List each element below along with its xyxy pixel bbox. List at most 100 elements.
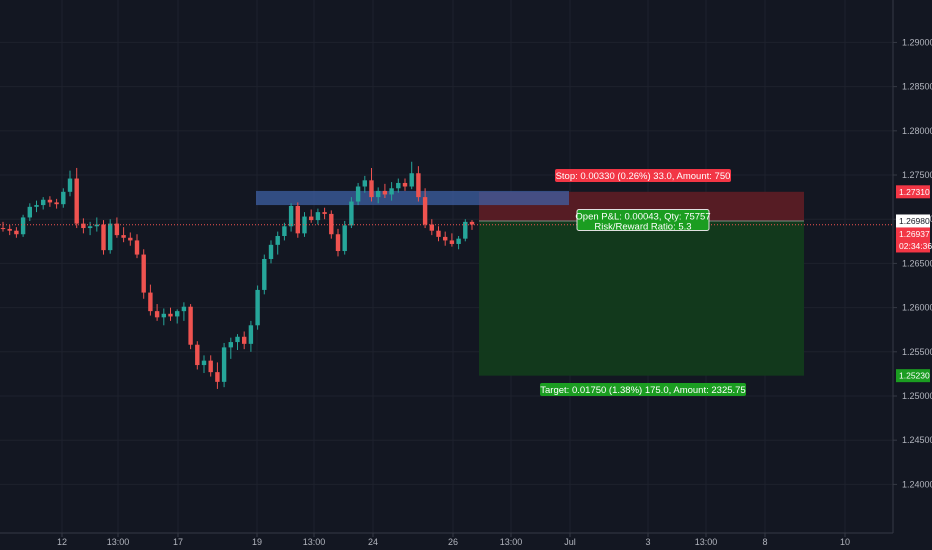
candle-up	[221, 347, 227, 382]
candle-down	[141, 254, 146, 293]
candles	[0, 161, 475, 389]
time-tick-label: 8	[762, 537, 767, 547]
candle-up	[302, 216, 307, 234]
time-tick-label: 19	[252, 537, 262, 547]
countdown-tag-text: 02:34:36	[899, 241, 932, 251]
candle-down	[154, 311, 160, 318]
time-tick-label: 13:00	[107, 537, 130, 547]
candle-up	[275, 236, 280, 245]
pnl-label-text: Open P&L: 0.00043, Qty: 75757	[575, 212, 710, 223]
candle-down	[402, 182, 408, 187]
time-tick-label: 13:00	[303, 537, 326, 547]
candle-down	[369, 180, 374, 198]
candle-down	[101, 224, 106, 251]
pnl-label: Open P&L: 0.00043, Qty: 75757Risk/Reward…	[575, 209, 711, 233]
candle-down	[188, 306, 193, 345]
target-price-tag: 1.25230	[896, 369, 930, 383]
price-tick-label: 1.25000	[902, 391, 932, 401]
candle-down	[429, 224, 434, 231]
candle-down	[295, 205, 300, 234]
stop-label-bg	[555, 169, 731, 182]
pnl-label-text: Risk/Reward Ratio: 5.3	[594, 222, 691, 233]
candle-up	[262, 258, 267, 290]
price-tick-label: 1.26000	[902, 303, 932, 313]
stop-label: Stop: 0.00330 (0.26%) 33.0, Amount: 750	[555, 169, 731, 182]
candle-down	[242, 336, 247, 344]
candle-down	[14, 230, 19, 235]
price-tick-label: 1.28000	[902, 126, 932, 136]
candle-up	[87, 226, 93, 229]
candle-up	[268, 244, 274, 259]
candle-up	[228, 342, 233, 348]
candle-up	[349, 201, 354, 226]
current-price-tag-bg	[896, 227, 930, 241]
time-tick-label: 10	[840, 537, 850, 547]
candle-down	[443, 236, 448, 241]
candle-down	[422, 197, 428, 225]
price-tick-label: 1.24000	[902, 479, 932, 489]
time-tick-label: Jul	[564, 537, 576, 547]
candle-down	[195, 344, 200, 366]
candle-down	[469, 221, 475, 225]
entry-price-tag-bg	[896, 214, 930, 228]
target-label: Target: 0.01750 (1.38%) 175.0, Amount: 2…	[540, 383, 746, 396]
time-tick-label: 13:00	[695, 537, 718, 547]
candle-up	[175, 311, 180, 317]
candle-down	[47, 199, 53, 203]
candle-down	[309, 216, 314, 221]
candle-up	[181, 306, 187, 312]
candle-up	[41, 199, 46, 206]
candle-down	[449, 240, 455, 244]
candle-down	[416, 173, 421, 198]
time-tick-label: 26	[448, 537, 458, 547]
candle-up	[248, 325, 254, 344]
candle-down	[148, 292, 153, 312]
candle-up	[362, 180, 367, 187]
candle-down	[436, 230, 441, 237]
price-tick-label: 1.24500	[902, 435, 932, 445]
candle-down	[54, 202, 59, 205]
candle-up	[34, 205, 39, 207]
candle-up	[288, 205, 294, 227]
time-tick-label: 13:00	[500, 537, 523, 547]
stop-price-tag-bg	[896, 185, 930, 199]
candle-down	[382, 190, 388, 195]
candle-up	[282, 226, 287, 237]
candle-up	[456, 238, 461, 244]
candle-up	[389, 188, 394, 195]
time-tick-label: 24	[368, 537, 378, 547]
candle-up	[67, 178, 73, 192]
resistance-zone	[256, 190, 569, 206]
candle-down	[128, 237, 133, 241]
candle-down	[215, 372, 220, 382]
time-axis[interactable]: 12 13:00 17 19 13:00 24 26 13:00 Jul 3 13:00 8 10	[57, 533, 850, 547]
current-price-tag-text: 1.26937	[899, 229, 930, 239]
candle-down	[208, 360, 213, 373]
candle-up	[61, 191, 66, 205]
candle-up	[94, 224, 99, 227]
position-labels: Stop: 0.00330 (0.26%) 33.0, Amount: 750 O…	[540, 169, 746, 396]
price-tick-label: 1.28500	[902, 82, 932, 92]
candle-up	[409, 173, 414, 187]
candle-up	[463, 221, 468, 239]
entry-price-tag-text: 1.26980	[899, 216, 930, 226]
candle-down	[121, 235, 126, 238]
stop-price-tag: 1.27310	[896, 185, 930, 199]
candle-down	[81, 223, 86, 229]
candle-up	[108, 223, 113, 251]
price-tick-label: 1.29000	[902, 37, 932, 47]
candle-up	[315, 212, 321, 221]
pnl-label-bg	[576, 209, 710, 231]
countdown-tag: 02:34:36	[896, 239, 932, 253]
current-price-tag: 1.26937	[896, 227, 930, 241]
price-tags: 1.27310 1.26980 1.26937 02:34:36 1.25230	[896, 185, 932, 383]
target-price-tag-text: 1.25230	[899, 371, 930, 381]
candle-down	[322, 212, 327, 214]
candle-up	[20, 217, 26, 235]
candle-up	[396, 182, 401, 189]
target-label-text: Target: 0.01750 (1.38%) 175.0, Amount: 2…	[540, 385, 745, 396]
target-price-tag-bg	[896, 369, 930, 383]
target-label-bg	[540, 383, 746, 396]
stop-label-text: Stop: 0.00330 (0.26%) 33.0, Amount: 750	[556, 171, 731, 182]
